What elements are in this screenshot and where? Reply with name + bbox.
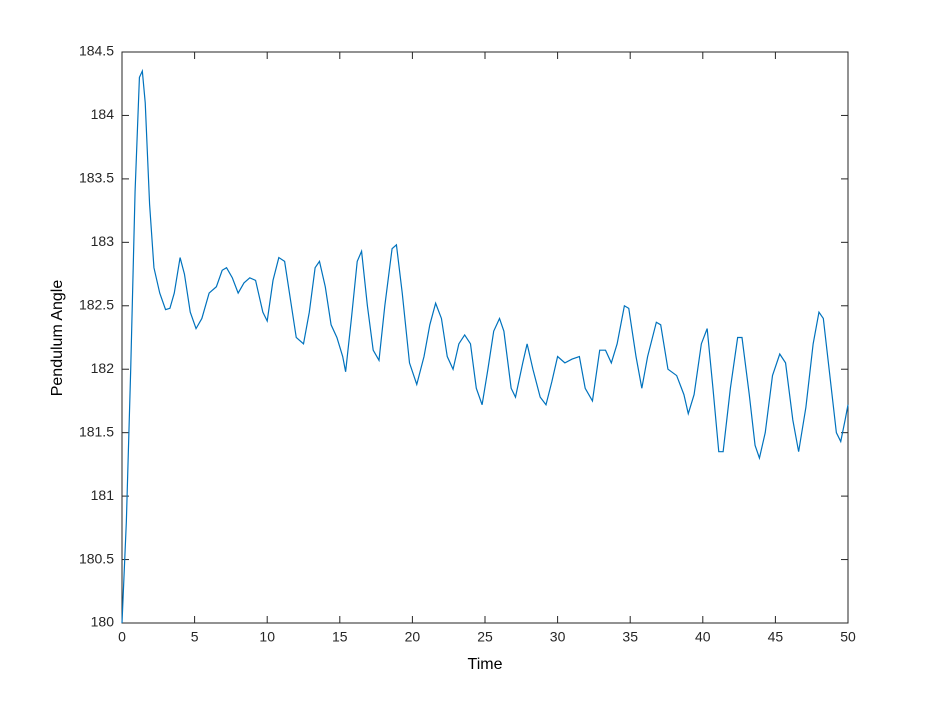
x-tick-label: 15 [332,629,348,645]
x-tick-label: 0 [118,629,126,645]
y-tick-label: 181 [91,487,115,503]
y-tick-label: 184.5 [79,43,114,59]
y-tick-label: 183.5 [79,170,114,186]
y-tick-label: 182.5 [79,296,114,312]
x-tick-label: 30 [550,629,566,645]
y-tick-label: 183 [91,233,115,249]
data-line [121,68,849,624]
x-axis-label: Time [468,656,503,673]
y-tick-label: 180 [91,614,115,630]
x-tick-label: 35 [622,629,638,645]
x-tick-label: 25 [477,629,493,645]
y-tick-label: 184 [91,106,115,122]
y-tick-label: 181.5 [79,423,114,439]
x-tick-label: 40 [695,629,711,645]
x-tick-label: 50 [840,629,856,645]
y-tick-label: 180.5 [79,550,114,566]
x-tick-label: 20 [405,629,421,645]
x-tick-label: 5 [191,629,199,645]
y-axis-label: Pendulum Angle [49,280,66,397]
x-tick-label: 10 [259,629,275,645]
x-tick-label: 45 [768,629,784,645]
y-tick-label: 182 [91,360,115,376]
